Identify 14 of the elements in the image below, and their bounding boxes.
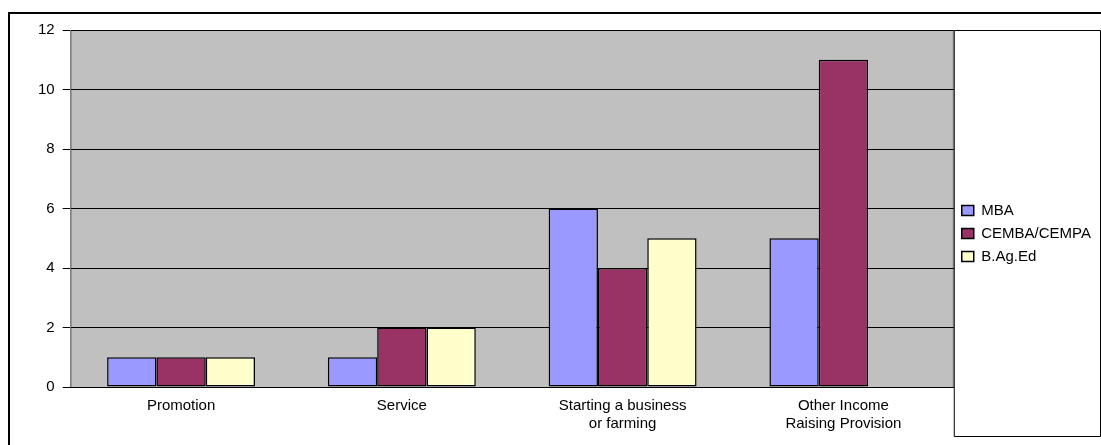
x-tick-label: Promotion (146, 396, 216, 414)
x-tick-label: Other Income Raising Provision (785, 396, 902, 432)
x-tick-label: Starting a business or farming (558, 396, 687, 432)
legend-label: MBA (981, 200, 1014, 218)
y-tick-label: 4 (46, 258, 55, 276)
legend-label: B.Ag.Ed (981, 246, 1037, 264)
x-tick-label: Service (376, 396, 427, 414)
y-tick-label: 10 (38, 79, 55, 97)
y-tick-label: 2 (46, 317, 55, 335)
y-tick-label: 12 (38, 20, 55, 38)
legend-label: CEMBA/CEMPA (981, 223, 1092, 241)
y-tick-label: 6 (46, 198, 55, 216)
y-tick-label: 0 (46, 377, 55, 395)
y-tick-label: 8 (46, 139, 55, 157)
